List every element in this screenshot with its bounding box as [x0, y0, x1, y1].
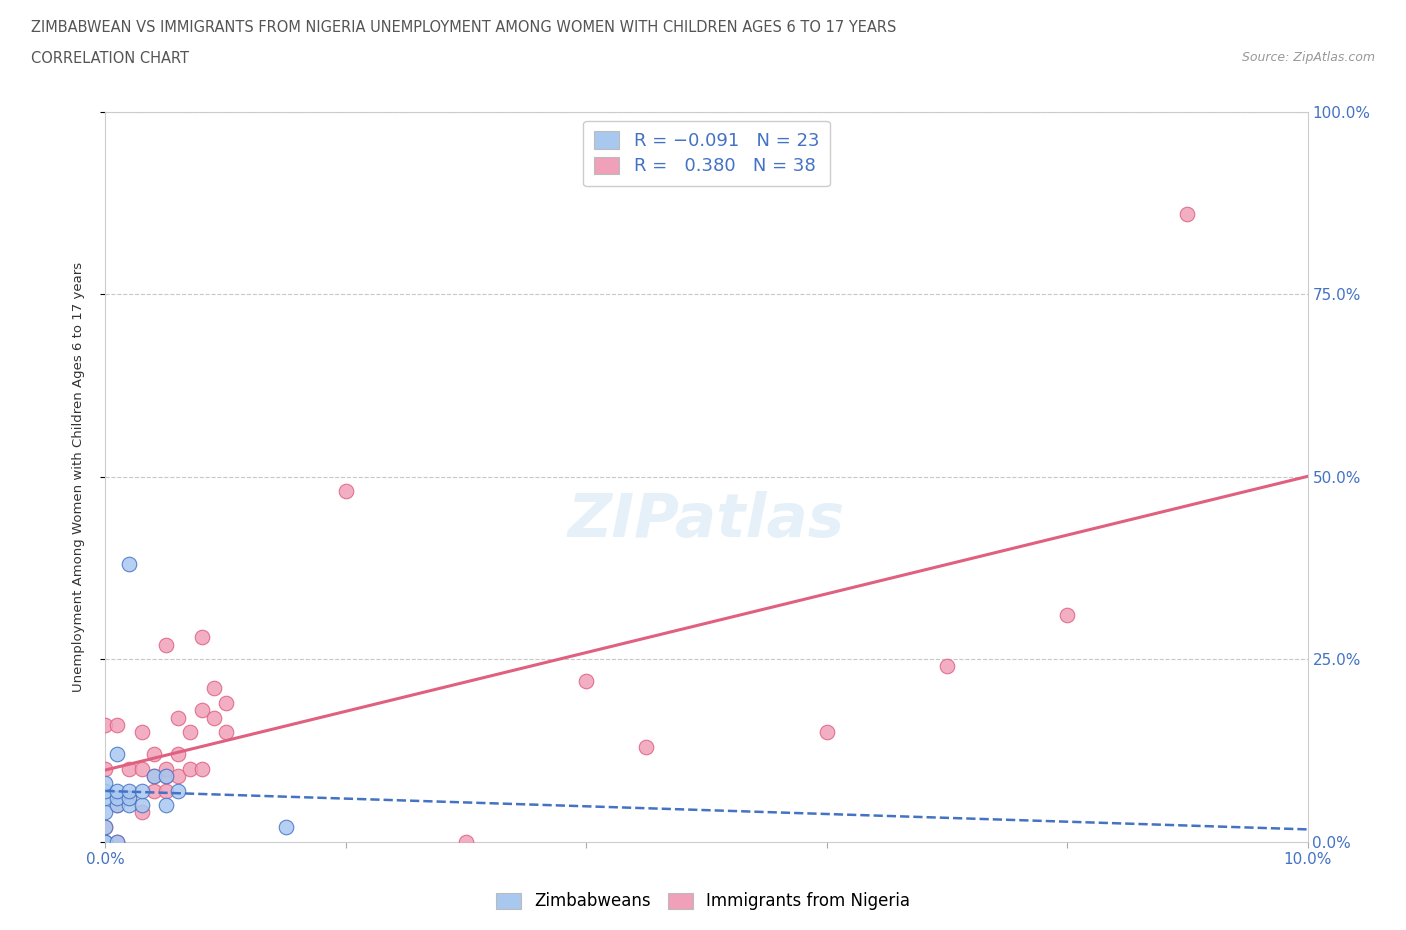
- Text: ZIMBABWEAN VS IMMIGRANTS FROM NIGERIA UNEMPLOYMENT AMONG WOMEN WITH CHILDREN AGE: ZIMBABWEAN VS IMMIGRANTS FROM NIGERIA UN…: [31, 20, 896, 35]
- Point: [166, 711, 188, 725]
- Point: [94, 805, 117, 820]
- Point: [166, 768, 188, 783]
- Point: [155, 783, 177, 798]
- Point: [190, 630, 212, 644]
- Point: [142, 783, 165, 798]
- Point: [155, 768, 177, 783]
- Point: [118, 798, 141, 813]
- Point: [214, 724, 236, 739]
- Point: [131, 798, 153, 813]
- Point: [142, 747, 165, 762]
- Point: [179, 724, 201, 739]
- Point: [1175, 206, 1198, 221]
- Point: [107, 783, 129, 798]
- Point: [202, 711, 225, 725]
- Point: [94, 717, 117, 732]
- Point: [94, 819, 117, 834]
- Point: [936, 659, 959, 674]
- Point: [454, 834, 477, 849]
- Point: [94, 790, 117, 805]
- Point: [1056, 608, 1078, 623]
- Text: Source: ZipAtlas.com: Source: ZipAtlas.com: [1241, 51, 1375, 64]
- Point: [274, 819, 297, 834]
- Point: [155, 637, 177, 652]
- Point: [94, 834, 117, 849]
- Point: [166, 747, 188, 762]
- Point: [107, 790, 129, 805]
- Point: [131, 805, 153, 820]
- Point: [107, 798, 129, 813]
- Point: [142, 768, 165, 783]
- Point: [94, 834, 117, 849]
- Point: [107, 798, 129, 813]
- Point: [155, 761, 177, 776]
- Text: ZIPatlas: ZIPatlas: [568, 491, 845, 550]
- Point: [335, 484, 357, 498]
- Point: [575, 673, 598, 688]
- Point: [94, 819, 117, 834]
- Text: CORRELATION CHART: CORRELATION CHART: [31, 51, 188, 66]
- Point: [190, 761, 212, 776]
- Legend: R = −0.091   N = 23, R =   0.380   N = 38: R = −0.091 N = 23, R = 0.380 N = 38: [583, 121, 830, 186]
- Point: [166, 783, 188, 798]
- Point: [118, 761, 141, 776]
- Point: [107, 834, 129, 849]
- Point: [190, 703, 212, 718]
- Point: [179, 761, 201, 776]
- Point: [94, 776, 117, 790]
- Point: [131, 783, 153, 798]
- Point: [155, 798, 177, 813]
- Point: [107, 834, 129, 849]
- Point: [214, 696, 236, 711]
- Point: [94, 761, 117, 776]
- Point: [118, 557, 141, 572]
- Point: [118, 790, 141, 805]
- Point: [94, 783, 117, 798]
- Point: [202, 681, 225, 696]
- Legend: Zimbabweans, Immigrants from Nigeria: Zimbabweans, Immigrants from Nigeria: [489, 885, 917, 917]
- Y-axis label: Unemployment Among Women with Children Ages 6 to 17 years: Unemployment Among Women with Children A…: [72, 261, 84, 692]
- Point: [107, 747, 129, 762]
- Point: [107, 717, 129, 732]
- Point: [636, 739, 658, 754]
- Point: [142, 768, 165, 783]
- Point: [131, 761, 153, 776]
- Point: [815, 724, 838, 739]
- Point: [118, 783, 141, 798]
- Point: [131, 724, 153, 739]
- Point: [118, 790, 141, 805]
- Point: [155, 768, 177, 783]
